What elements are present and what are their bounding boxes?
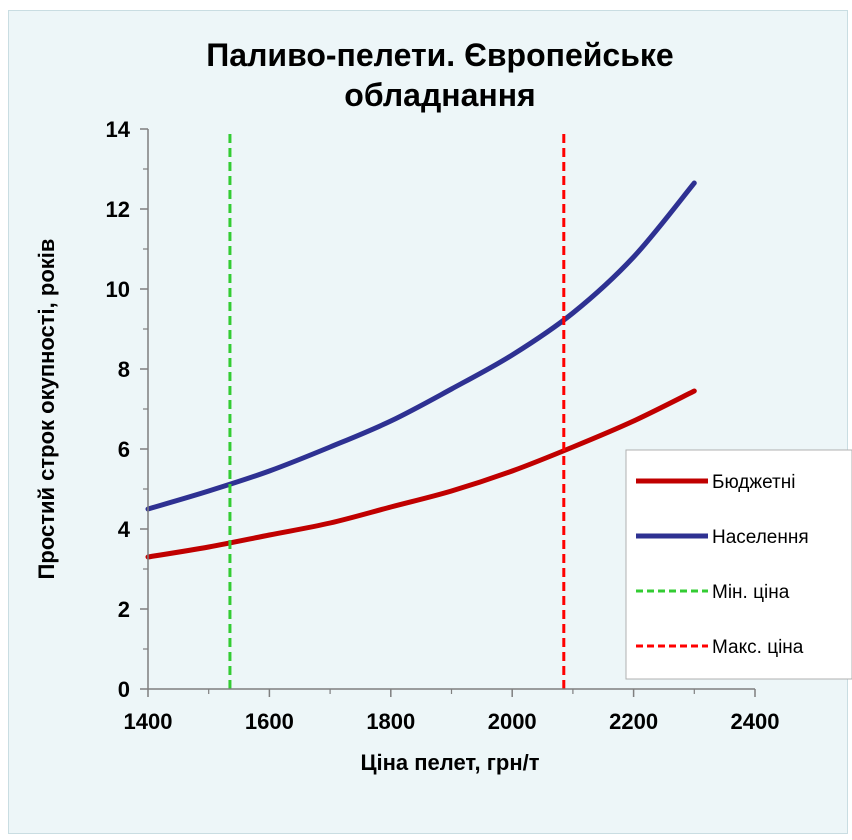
y-tick-label: 6: [118, 437, 130, 462]
legend-box: [625, 449, 852, 680]
y-tick-label: 8: [118, 357, 130, 382]
x-tick-label: 2400: [731, 709, 780, 734]
x-tick-label: 2200: [609, 709, 658, 734]
legend-label: Мін. ціна: [712, 582, 790, 603]
x-axis-title: Ціна пелет, грн/т: [360, 750, 539, 775]
y-tick-label: 2: [118, 597, 130, 622]
series-line-0: [145, 388, 697, 560]
legend-label: Макс. ціна: [712, 637, 804, 658]
legend-label: Населення: [712, 527, 809, 548]
x-ticks: 1400 1600 1800 2000 2200 2400: [124, 689, 780, 734]
y-tick-label: 0: [118, 677, 130, 702]
legend-label: Бюджетні: [712, 472, 795, 493]
y-tick-label: 10: [106, 277, 130, 302]
legend: Бюджетні Населення Мін. ціна Макс. ціна: [625, 449, 852, 680]
y-ticks: 0 2 4 6 8 10 12 14: [106, 117, 148, 702]
x-tick-label: 2000: [488, 709, 537, 734]
x-tick-label: 1800: [366, 709, 415, 734]
plot-lines: [145, 129, 697, 689]
chart-title-line-1: Паливо-пелети. Європейське: [206, 37, 673, 73]
chart-title-line-2: обладнання: [344, 77, 535, 113]
y-tick-label: 12: [106, 197, 130, 222]
y-tick-label: 4: [118, 517, 131, 542]
y-axis-title: Простий строк окупності, років: [34, 239, 59, 580]
x-tick-label: 1600: [245, 709, 294, 734]
x-tick-label: 1400: [124, 709, 173, 734]
series-line-1: [145, 180, 697, 512]
y-tick-label: 14: [106, 117, 131, 142]
